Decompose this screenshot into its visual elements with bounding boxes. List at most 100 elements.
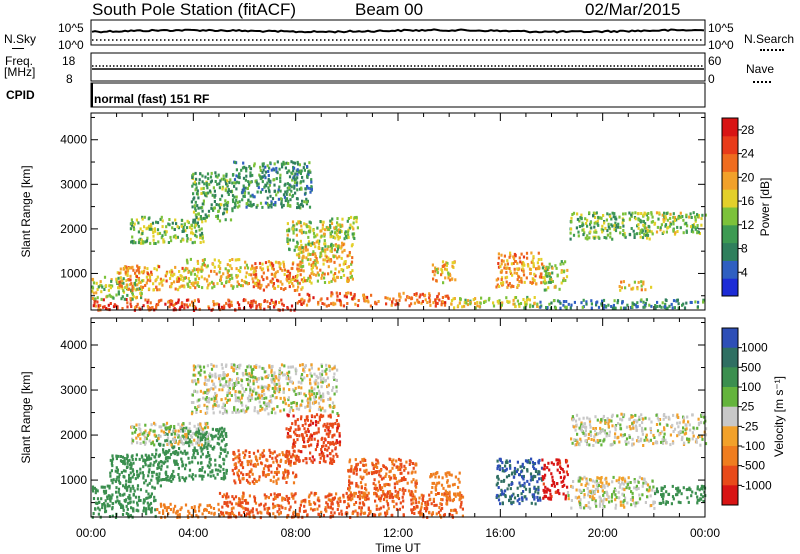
power-cell [307,172,310,176]
vel-cell [329,452,332,456]
power-cell [286,182,289,186]
vel-cell [435,503,438,507]
vel-cell [412,466,415,470]
power-cell [120,284,123,288]
power-cell [216,282,219,286]
vel-cell [345,491,348,495]
vel-cell [393,463,396,467]
power-cell [141,232,144,235]
power-cell [533,272,536,276]
power-cell [196,259,199,263]
vel-cell [125,511,128,515]
power-cell [620,280,623,284]
power-cell [212,300,215,303]
vel-cell [225,468,228,472]
power-cell [327,303,330,307]
power-cell [134,306,137,310]
vel-cell [234,464,237,468]
vel-cell [304,445,307,449]
power-cell [193,180,196,184]
power-cell [474,297,477,301]
vel-cell [320,385,323,389]
power-cell [550,278,553,281]
power-cell [225,174,228,178]
power-cell [253,266,256,270]
vel-cell [301,399,304,403]
power-cell [527,297,530,301]
power-cell [264,261,268,265]
power-cell [276,160,279,164]
vel-cell [206,425,210,429]
vel-cell [167,450,170,454]
power-cell [343,237,346,241]
vel-cell [287,403,290,407]
vel-cell [441,506,444,510]
power-cell [331,230,334,234]
vel-cell [423,507,426,510]
vel-cell [147,474,150,478]
vel-cell [166,436,170,440]
vel-cell [247,460,250,464]
cpid-strip-frame [90,82,706,108]
vel-cell [277,470,280,474]
vel-cell [199,455,203,459]
power-cell [231,258,234,261]
vel-cell [213,445,216,449]
vel-cell [338,432,341,435]
power-cell [694,219,697,223]
vel-cell [292,481,296,485]
vel-cell [265,375,268,378]
vel-cell [309,502,312,506]
power-cell [453,297,456,300]
power-cell [168,223,171,227]
power-cell [295,177,298,181]
power-cell [696,213,699,217]
vel-cell [272,502,275,506]
power-cell [298,300,301,303]
power-cell [229,178,232,182]
power-cell [125,286,128,290]
vel-cell [275,472,278,476]
power-cell [248,273,251,277]
power-cell [300,287,303,291]
power-cell [317,242,321,246]
vel-cell [224,476,227,480]
vel-cell [119,455,122,458]
power-cell [272,267,275,271]
power-cell [530,251,533,255]
vel-cell [250,470,253,474]
power-cell [330,270,333,274]
power-cell [520,276,523,280]
power-cell [196,204,199,208]
vel-cell [222,457,225,461]
power-cell [171,274,174,278]
vel-cell [215,428,218,432]
power-cell [339,303,342,306]
power-cell [193,305,196,309]
vel-cell [320,373,324,377]
vel-cell [264,408,267,412]
power-cell [233,178,237,182]
power-cell [160,298,163,302]
power-cell [407,295,410,299]
power-cell [287,169,290,173]
vel-cell [273,492,276,496]
power-cell [254,269,257,273]
power-cell [351,225,354,229]
power-cell [179,274,182,278]
power-cell [307,276,310,280]
vel-cell [172,507,175,511]
vel-cell [286,382,289,386]
vel-cell [240,401,243,405]
power-cell [117,292,120,296]
power-cell [305,200,308,204]
vel-cell [273,382,276,386]
power-cell [453,261,456,265]
vel-cell [208,457,211,461]
vel-cell [249,398,252,402]
vel-cell [432,499,435,503]
vel-cell [286,475,289,479]
vel-cell [304,430,307,434]
vel-cell [173,438,176,441]
vel-cell [137,499,141,503]
